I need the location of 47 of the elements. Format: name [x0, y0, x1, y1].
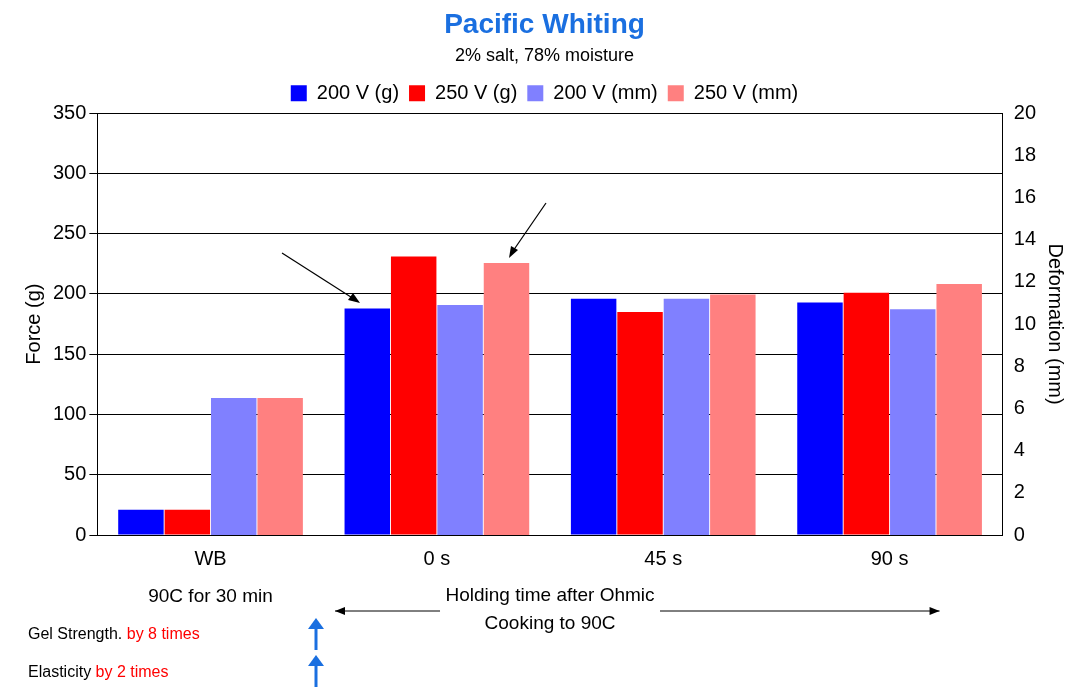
chart-title: Pacific Whiting	[444, 7, 645, 39]
y2-tick-label: 4	[1013, 438, 1025, 461]
bar	[211, 397, 257, 535]
bar	[936, 284, 982, 535]
text: by 8 times	[126, 625, 200, 642]
text: 90C for 30 min	[147, 585, 274, 607]
x-tick-label: 0 s	[423, 546, 451, 569]
y2-tick-label: 2	[1013, 480, 1025, 503]
legend-label: 200 V (mm)	[553, 80, 658, 103]
y-tick-label: 300	[52, 160, 87, 183]
legend-label: 200 V (g)	[316, 80, 400, 103]
y-tick-label: 0	[75, 522, 87, 545]
legend-label: 250 V (g)	[435, 80, 518, 103]
bar	[164, 509, 211, 535]
y-tick-label: 100	[52, 402, 87, 424]
x-tick-label: 45 s	[644, 546, 683, 569]
bar	[344, 308, 391, 535]
bar	[710, 294, 756, 535]
y-tick-label: 250	[52, 221, 87, 244]
text: Holding time after Ohmic Cooking to 90C	[445, 581, 656, 637]
y2-tick-label: 20	[1013, 100, 1036, 123]
bar	[570, 298, 617, 535]
y2-tick-label: 18	[1013, 142, 1036, 165]
y-axis-title: Force (g)	[21, 283, 44, 365]
x-tick-label: WB	[194, 546, 227, 569]
y2-tick-label: 14	[1013, 227, 1036, 250]
legend-label: 250 V (mm)	[693, 80, 799, 103]
bar	[118, 509, 164, 535]
y2-tick-label: 0	[1013, 522, 1025, 545]
text: Elasticity	[28, 663, 92, 680]
y-tick-label: 50	[64, 462, 87, 485]
y2-tick-label: 6	[1013, 395, 1025, 418]
text: Gel Strength.	[28, 625, 123, 642]
y-tick-label: 200	[52, 281, 87, 304]
y-tick-label: 150	[52, 341, 87, 364]
bar	[483, 262, 530, 535]
text: by 2 times	[95, 663, 169, 680]
y2-tick-label: 16	[1013, 185, 1036, 208]
y-tick-label: 350	[52, 100, 87, 123]
chart-subtitle: 2% salt, 78% moisture	[454, 45, 635, 66]
bar	[257, 397, 303, 535]
y2-tick-label: 12	[1013, 269, 1036, 292]
y2-tick-label: 8	[1013, 353, 1025, 376]
bar	[797, 302, 843, 535]
y2-tick-label: 10	[1013, 311, 1036, 334]
y2-axis-title: Deformation (mm)	[1045, 243, 1068, 405]
x-tick-label: 90 s	[870, 546, 909, 569]
